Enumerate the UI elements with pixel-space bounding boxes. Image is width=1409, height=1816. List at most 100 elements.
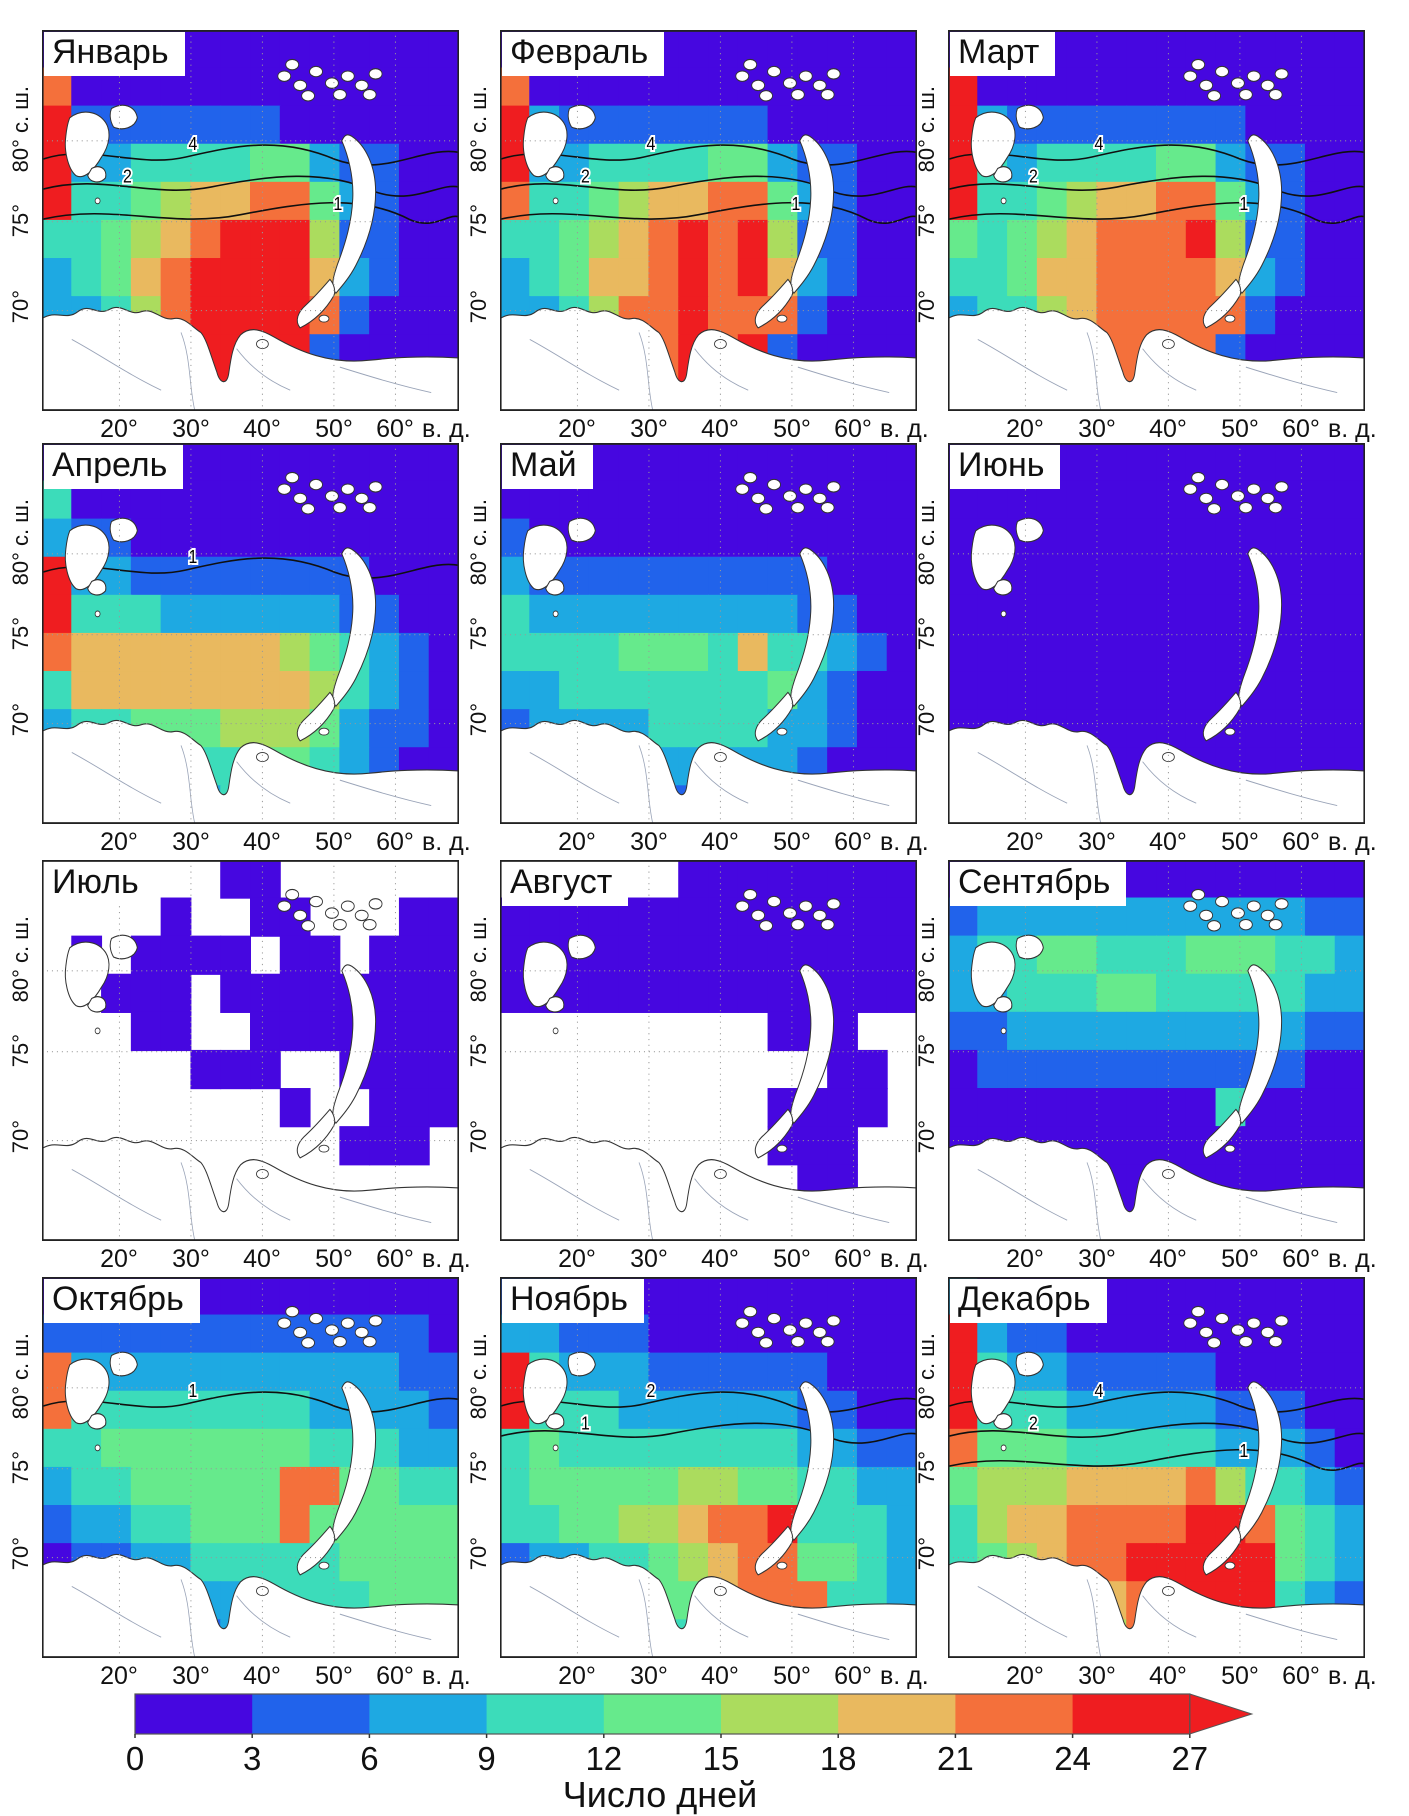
x-axis-tick-label: 50° <box>773 828 811 856</box>
x-axis-unit-label: в. д. <box>880 415 929 443</box>
y-axis-tick-label: 80° с. ш. <box>466 499 491 586</box>
x-axis-tick-label: 60° <box>834 415 872 443</box>
y-axis-tick-label: 80° с. ш. <box>466 1333 491 1420</box>
x-axis-tick-label: 50° <box>773 1662 811 1690</box>
colorbar <box>100 1692 1340 1738</box>
map-jun: Июнь <box>948 443 1365 824</box>
map-feb: 4 2 1 Февраль <box>500 30 917 411</box>
colorbar-axis-label: Число дней <box>562 1774 758 1815</box>
x-axis-tick-label: 40° <box>243 415 281 443</box>
panel-mar: 80° с. ш. 75° 70° 4 2 1 Март 20° 30° 40° 50° 60° в. … <box>910 28 1377 443</box>
map-svg-oct: 1 <box>42 1277 459 1658</box>
x-axis-tick-label: 20° <box>558 828 596 856</box>
x-axis-tick-label: 30° <box>1078 415 1116 443</box>
panel-oct: 80° с. ш. 75° 70° 1 Октябрь 20° 30° 40° 50° 60° в.… <box>4 1275 471 1690</box>
panel-jul: 80° с. ш. 75° 70° Июль 20° 30° 40° 50° 60° в. д. <box>4 858 471 1273</box>
mainland-coastline <box>500 1553 917 1658</box>
x-axis-unit-label: в. д. <box>1328 415 1377 443</box>
panel-jan: 80° с. ш. 75° 70° 4 2 1 Январь 20° 30° 40° 50° 60° в… <box>4 28 471 443</box>
y-axis-tick-label: 80° с. ш. <box>8 916 33 1003</box>
x-axis-tick-label: 60° <box>1282 1245 1320 1273</box>
map-dec: 4 2 1 Декабрь <box>948 1277 1365 1658</box>
colorbar-tick: 27 <box>1171 1740 1209 1777</box>
y-axis-tick-label: 75° <box>8 1034 33 1068</box>
map-svg-may <box>500 443 917 824</box>
panel-title-aug: Август <box>502 862 629 907</box>
map-svg-sep <box>948 860 1365 1241</box>
y-axis-tick-label: 70° <box>914 1537 939 1571</box>
map-svg-feb: 4 2 1 <box>500 30 917 411</box>
y-axis-tick-label: 75° <box>8 617 33 651</box>
x-axis-tick-label: 50° <box>773 415 811 443</box>
x-axis-tick-label: 40° <box>1149 1662 1187 1690</box>
x-axis-tick-label: 30° <box>630 1662 668 1690</box>
y-axis-tick-label: 80° с. ш. <box>914 499 939 586</box>
x-axis-tick-label: 20° <box>1006 1245 1044 1273</box>
y-axis-tick-label: 75° <box>914 1451 939 1485</box>
colorbar-tick: 12 <box>585 1740 623 1777</box>
x-axis-unit-label: в. д. <box>880 1662 929 1690</box>
x-axis-tick-label: 60° <box>834 1662 872 1690</box>
y-axis-tick-label: 80° с. ш. <box>8 499 33 586</box>
y-axis-tick-label: 70° <box>8 290 33 324</box>
x-axis-tick-label: 40° <box>701 1662 739 1690</box>
contour-label: 1 <box>1239 193 1248 214</box>
mainland-coastline <box>948 1136 1365 1241</box>
panel-title-feb: Февраль <box>502 32 665 77</box>
x-axis-tick-label: 30° <box>1078 1245 1116 1273</box>
x-axis-tick-label: 40° <box>243 1662 281 1690</box>
mainland-coastline <box>948 306 1365 411</box>
map-nov: 2 1 Ноябрь <box>500 1277 917 1658</box>
y-axis-tick-label: 80° с. ш. <box>914 916 939 1003</box>
y-axis-tick-label: 75° <box>8 1451 33 1485</box>
x-axis-unit-label: в. д. <box>1328 828 1377 856</box>
contour-label: 1 <box>791 193 800 214</box>
mainland-coastline <box>500 1136 917 1241</box>
panel-title-may: Май <box>502 445 593 490</box>
y-axis-tick-label: 75° <box>466 204 491 238</box>
map-svg-aug <box>500 860 917 1241</box>
x-axis-tick-label: 60° <box>376 1245 414 1273</box>
x-axis-tick-label: 60° <box>376 1662 414 1690</box>
panel-jun: 80° с. ш. 75° 70° Июнь 20° 30° 40° 50° 60° в. д. <box>910 441 1377 856</box>
colorbar-svg <box>134 1693 1254 1738</box>
mainland-coastline <box>948 1553 1365 1658</box>
y-axis-tick-label: 70° <box>466 1120 491 1154</box>
contour-label: 4 <box>188 133 197 154</box>
panel-apr: 80° с. ш. 75° 70° 1 Апрель 20° 30° 40° 50° 60° в. … <box>4 441 471 856</box>
contour-label: 2 <box>646 1380 655 1401</box>
contour-label: 2 <box>1029 165 1038 186</box>
y-axis-tick-label: 75° <box>914 1034 939 1068</box>
x-axis-tick-label: 50° <box>315 828 353 856</box>
x-axis-tick-label: 20° <box>100 1245 138 1273</box>
x-axis-tick-label: 20° <box>1006 1662 1044 1690</box>
colorbar-tick: 24 <box>1054 1740 1091 1777</box>
y-axis-tick-label: 75° <box>466 617 491 651</box>
contour-label: 1 <box>1239 1440 1248 1461</box>
map-jan: 4 2 1 Январь <box>42 30 459 411</box>
x-axis-tick-label: 20° <box>100 828 138 856</box>
x-axis-unit-label: в. д. <box>880 828 929 856</box>
colorbar-tick: 15 <box>702 1740 740 1777</box>
x-axis-tick-label: 60° <box>1282 828 1320 856</box>
x-axis-tick-label: 20° <box>558 415 596 443</box>
y-axis-tick-label: 70° <box>466 290 491 324</box>
x-axis-tick-label: 60° <box>1282 1662 1320 1690</box>
x-axis-tick-label: 30° <box>172 415 210 443</box>
y-axis-tick-label: 75° <box>466 1451 491 1485</box>
panel-title-nov: Ноябрь <box>502 1279 644 1324</box>
mainland-coastline <box>42 1553 459 1658</box>
x-axis-tick-label: 20° <box>100 415 138 443</box>
contour-label: 1 <box>188 1380 197 1401</box>
colorbar-tick: 18 <box>819 1740 857 1777</box>
x-axis-tick-label: 50° <box>1221 1662 1259 1690</box>
contour-label: 2 <box>581 165 590 186</box>
map-sep: Сентябрь <box>948 860 1365 1241</box>
x-axis-tick-label: 50° <box>773 1245 811 1273</box>
y-axis-tick-label: 75° <box>466 1034 491 1068</box>
mainland-coastline <box>500 306 917 411</box>
x-axis-tick-label: 30° <box>172 1245 210 1273</box>
map-svg-jan: 4 2 1 <box>42 30 459 411</box>
map-apr: 1 Апрель <box>42 443 459 824</box>
panel-title-oct: Октябрь <box>44 1279 200 1324</box>
